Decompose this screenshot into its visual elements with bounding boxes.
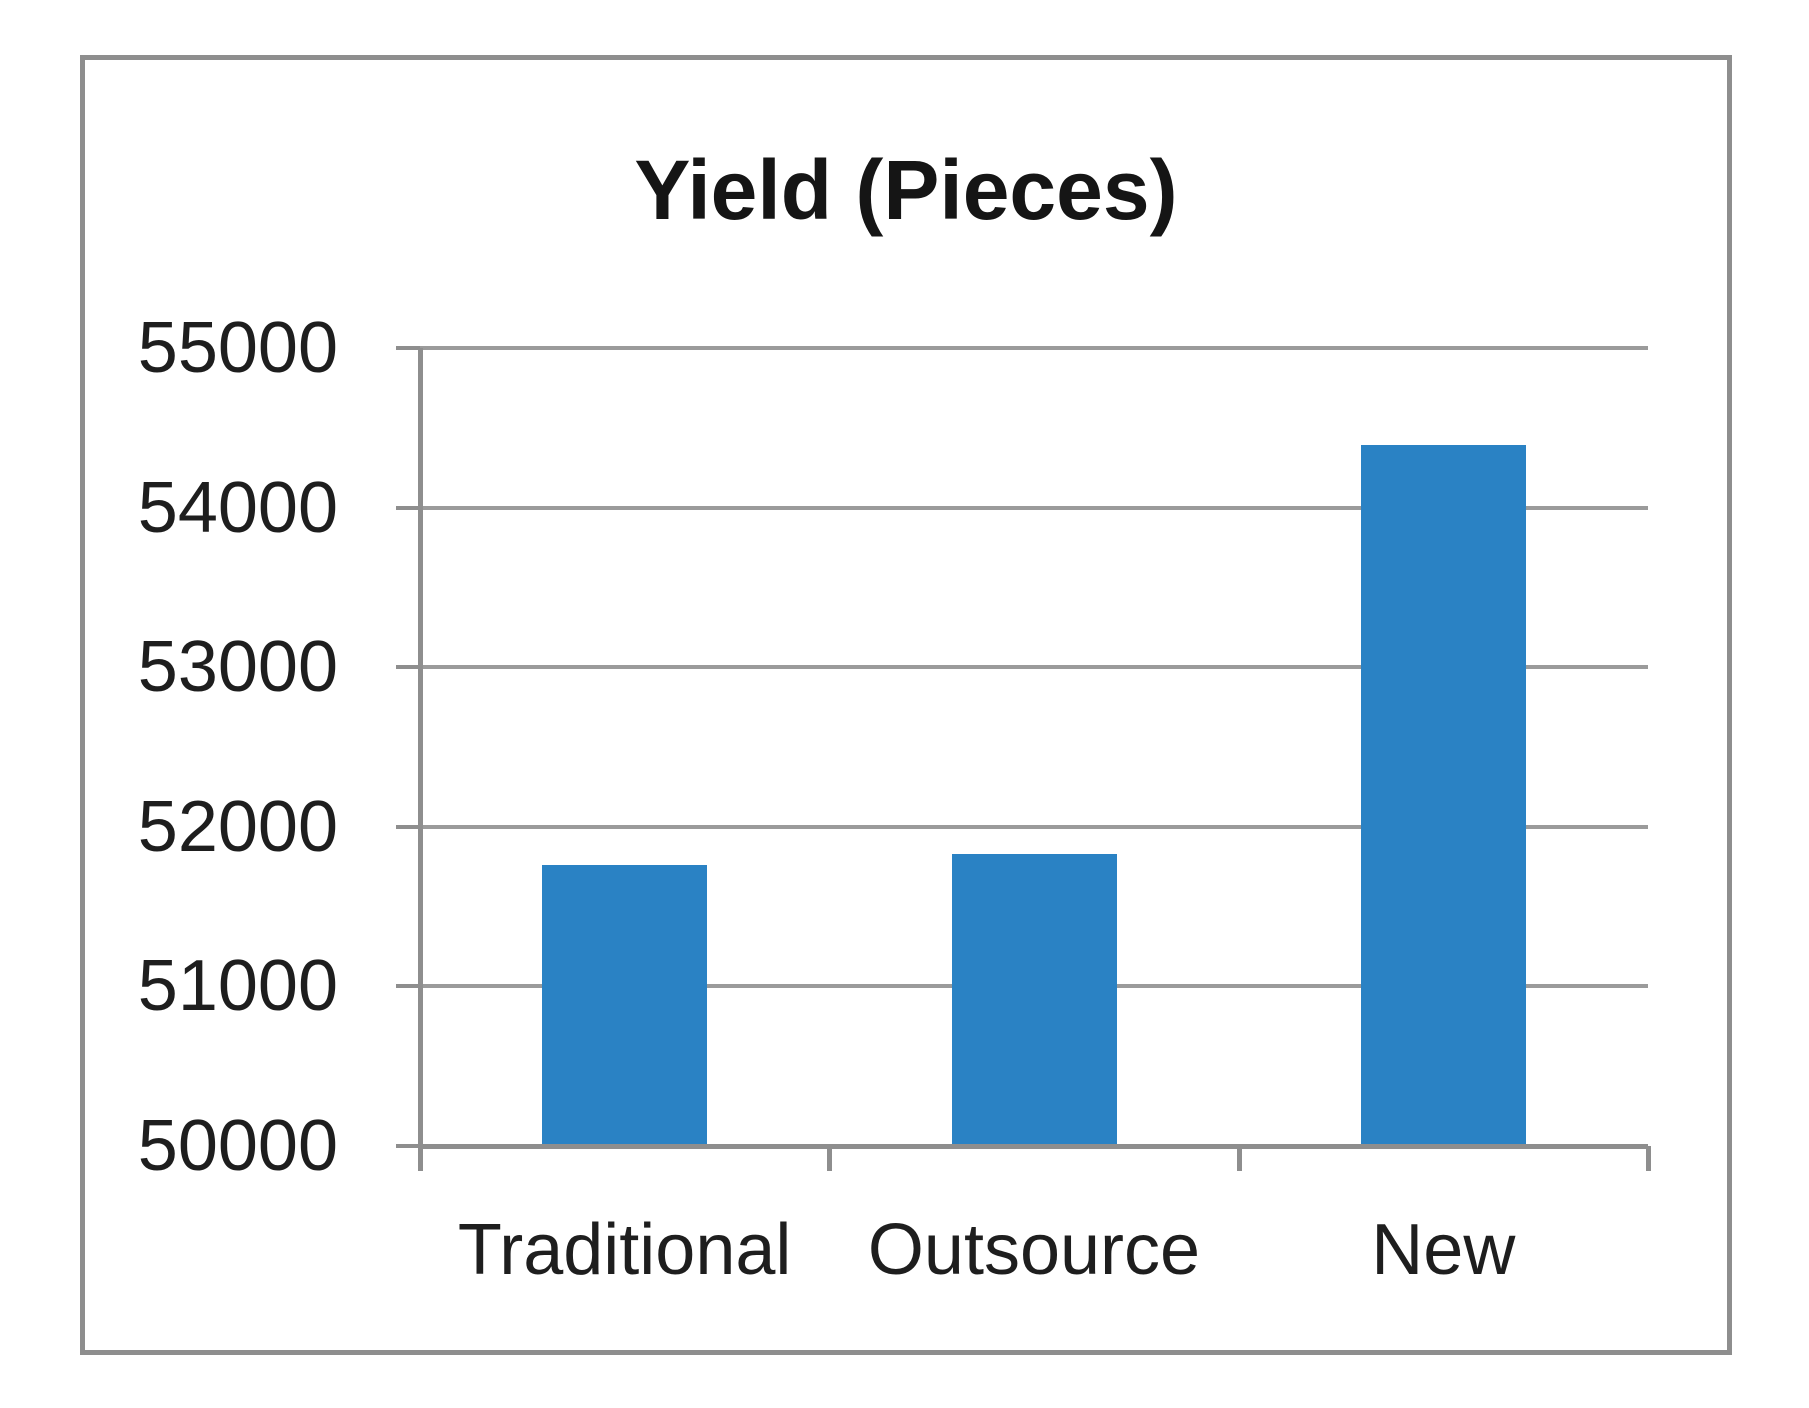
y-tick-label-55000: 55000 [137, 308, 338, 388]
y-tick-label-53000: 53000 [137, 627, 338, 708]
x-tick-2 [1236, 1146, 1242, 1171]
gridline-52000 [420, 824, 1648, 829]
gridline-53000 [420, 665, 1648, 670]
x-label-new: New [1371, 1210, 1516, 1290]
x-tick-1 [827, 1146, 833, 1171]
y-tick-51000 [396, 984, 420, 989]
y-tick-label-51000: 51000 [137, 946, 338, 1027]
y-tick-54000 [396, 505, 420, 510]
gridline-54000 [420, 505, 1648, 510]
x-axis-line [420, 1144, 1648, 1149]
y-tick-53000 [396, 665, 420, 670]
x-label-traditional: Traditional [457, 1210, 792, 1290]
gridline-55000 [420, 346, 1648, 350]
chart-title: Yield (Pieces) [634, 143, 1178, 237]
y-tick-label-54000: 54000 [137, 467, 338, 548]
bar-outsource [951, 853, 1117, 1146]
x-tick-3 [1646, 1146, 1651, 1171]
y-tick-55000 [396, 346, 420, 350]
x-label-outsource: Outsource [867, 1210, 1201, 1290]
x-tick-0 [418, 1146, 423, 1171]
y-tick-52000 [396, 824, 420, 829]
bar-new [1360, 445, 1526, 1146]
y-axis-line [418, 348, 423, 1171]
bar-traditional [542, 865, 708, 1146]
y-tick-label-50000: 50000 [137, 1106, 338, 1186]
y-tick-50000 [396, 1144, 420, 1148]
y-tick-label-52000: 52000 [137, 786, 338, 867]
